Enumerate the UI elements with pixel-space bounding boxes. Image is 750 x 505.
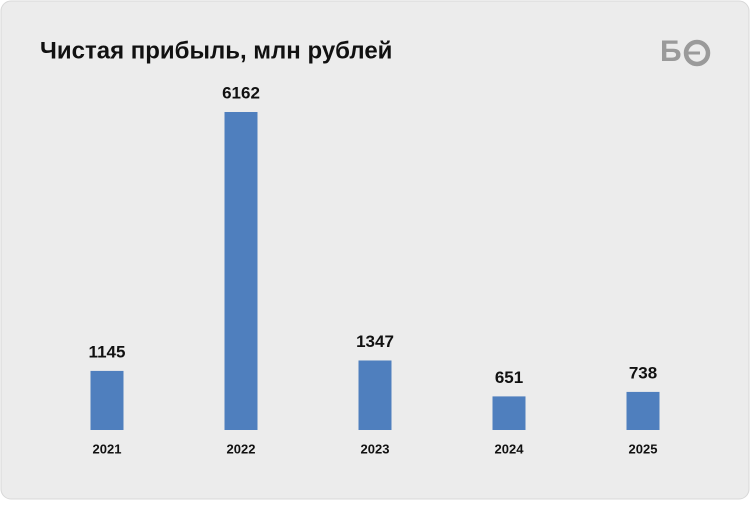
x-tick-label: 2022 (227, 441, 256, 456)
x-tick-label: 2021 (93, 441, 122, 456)
value-label: 1347 (356, 332, 394, 351)
bar (492, 396, 526, 430)
chart-title: Чистая прибыль, млн рублей (40, 37, 392, 64)
x-tick-label: 2024 (495, 441, 525, 456)
bar (90, 370, 124, 430)
bar (224, 112, 258, 430)
value-label: 738 (629, 363, 657, 382)
x-tick-label: 2025 (629, 441, 658, 456)
logo: Б (660, 35, 711, 68)
value-label: 651 (495, 368, 523, 387)
bar (358, 360, 392, 430)
bar (626, 391, 660, 430)
value-label: 1145 (89, 342, 126, 361)
value-label: 6162 (222, 83, 260, 102)
x-tick-label: 2023 (361, 441, 390, 456)
logo-text: Б (660, 35, 682, 68)
